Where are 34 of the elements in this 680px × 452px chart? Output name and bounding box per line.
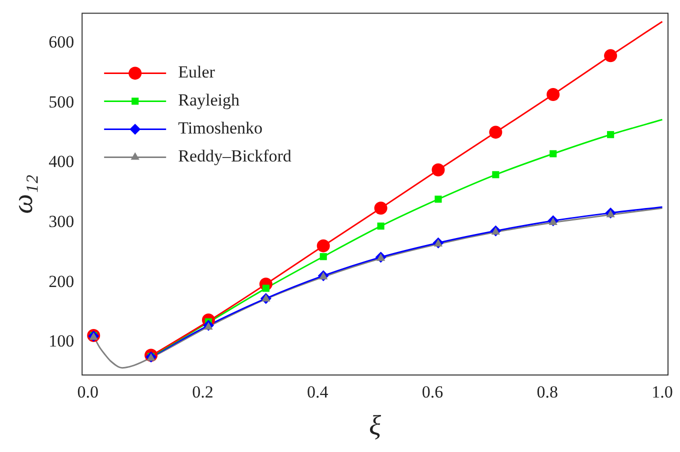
x-tick-label: 0.0 <box>77 382 98 402</box>
legend-label: Euler <box>178 62 216 82</box>
point <box>548 218 558 226</box>
legend-label: Rayleigh <box>178 90 240 110</box>
point <box>546 88 560 102</box>
point <box>320 253 327 260</box>
point <box>434 196 442 203</box>
point <box>316 239 330 252</box>
point <box>607 131 614 138</box>
point <box>432 163 445 176</box>
point <box>374 202 388 215</box>
y-tick-label: 600 <box>48 32 74 52</box>
x-tick-label: 0.2 <box>192 382 214 402</box>
x-tick-label: 1.0 <box>652 382 673 402</box>
y-axis-title: ω₁₂ <box>8 174 40 214</box>
y-tick-label: 400 <box>48 152 74 172</box>
x-tick-label: 0.4 <box>306 382 329 402</box>
x-tick-label: 0.8 <box>536 382 558 402</box>
point <box>489 126 502 139</box>
point <box>262 284 270 292</box>
point <box>550 150 557 158</box>
y-tick-label: 200 <box>48 272 74 291</box>
x-axis-title: ξ <box>369 410 382 442</box>
x-tick-label: 0.6 <box>422 382 444 402</box>
y-tick-label: 500 <box>48 92 74 112</box>
point <box>377 222 384 230</box>
point <box>492 171 500 178</box>
legend-label: Timoshenko <box>178 118 263 138</box>
legend-label: Reddy–Bickford <box>178 146 292 166</box>
point <box>606 210 615 218</box>
point <box>604 49 618 62</box>
y-tick-label: 300 <box>48 212 74 231</box>
point <box>204 322 213 330</box>
y-tick-label: 100 <box>48 332 74 351</box>
